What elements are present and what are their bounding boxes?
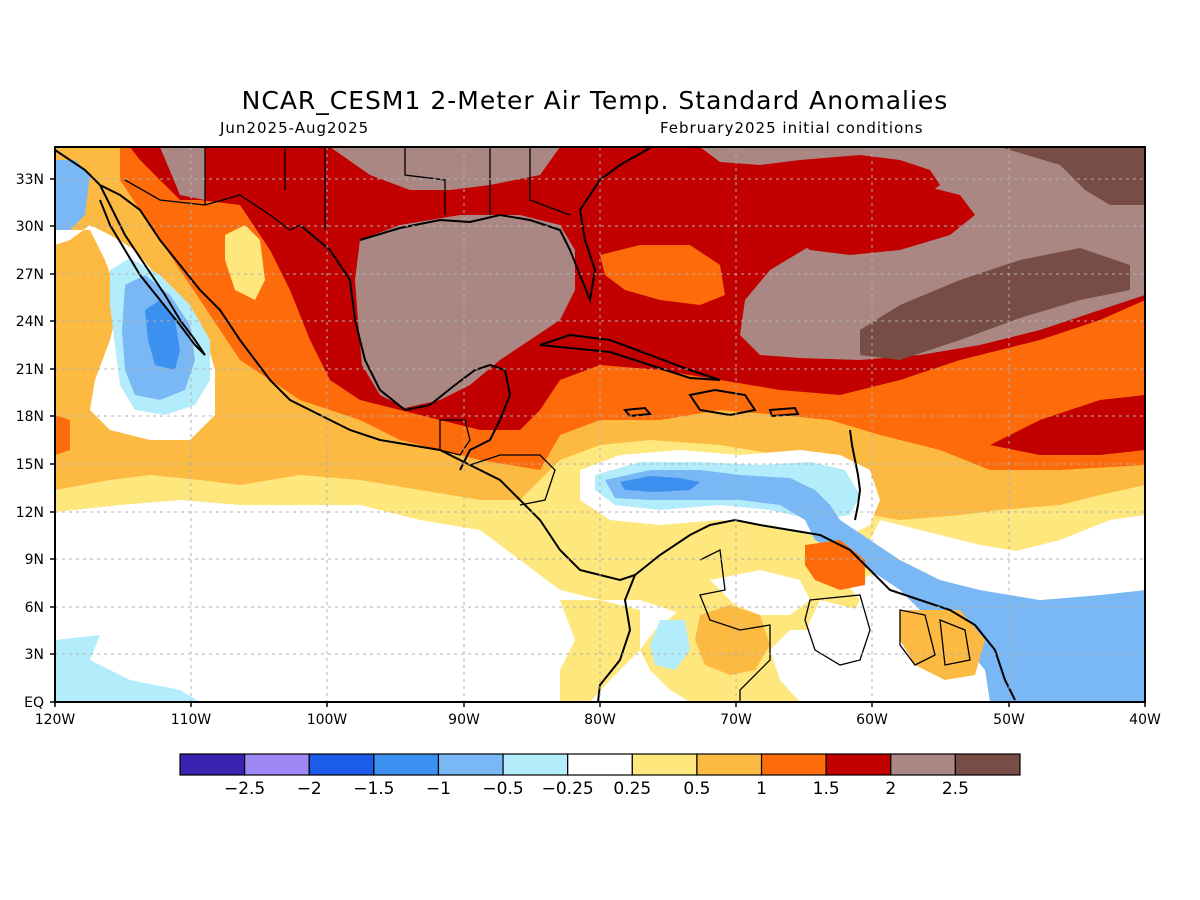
baja-coast (99, 184, 206, 356)
anomaly-region-1.5-east (990, 395, 1145, 455)
anomaly-region-neutral-eq (430, 590, 600, 702)
lat-labels: 33N 30N 27N 24N 21N 18N 15N 12N 9N 6N 3N… (16, 172, 44, 711)
lat-label: 6N (25, 600, 44, 616)
cuba (539, 333, 721, 381)
lon-label: 50W (993, 712, 1025, 728)
hispaniola (688, 388, 757, 417)
anomaly-region-neg-0.25-eq (55, 635, 200, 702)
anomaly-region-2-nw (160, 147, 205, 200)
colorbar-label: −0.25 (542, 779, 594, 799)
anomaly-region-neg-1-carib (620, 476, 700, 492)
anomaly-region-neutral-sa (710, 570, 810, 615)
lat-label: 30N (16, 219, 44, 235)
colorbar-swatch (954, 753, 1021, 776)
lon-label: 90W (448, 712, 480, 728)
colorbar-swatch (244, 753, 310, 776)
colorbar-label: −2.5 (224, 779, 265, 799)
colorbar-swatch (179, 753, 246, 776)
anomaly-region-2.5-ne (1000, 147, 1145, 205)
lat-label: 21N (16, 362, 44, 378)
puerto-rico (768, 406, 800, 418)
colorbar-swatch (825, 753, 892, 776)
colorbar-swatch (437, 753, 504, 776)
lesser-antilles (849, 429, 862, 521)
lon-labels: 120W 110W 100W 90W 80W 70W 60W 50W 40W (35, 712, 1161, 728)
colorbar-swatch (890, 753, 956, 776)
lat-label: EQ (24, 695, 44, 711)
guyana-border (899, 609, 936, 666)
south-america-coast (634, 518, 1016, 701)
lat-label: 3N (25, 647, 44, 663)
colombia-venezuela-border (699, 549, 771, 702)
tick-marks (50, 178, 1146, 707)
map-title: NCAR_CESM1 2-Meter Air Temp. Standard An… (241, 86, 949, 115)
coastlines (55, 147, 1016, 702)
belize-guatemala-border (439, 419, 471, 456)
anomaly-region-neg-0.5-pac-n (55, 160, 90, 230)
colorbar-label: −1.5 (353, 779, 394, 799)
lat-label: 33N (16, 172, 44, 188)
colorbar (179, 753, 1021, 776)
anomaly-region-1-venezuela (805, 540, 865, 590)
anomaly-region-neg-0.5-carib (605, 470, 1145, 702)
political-borders (124, 147, 971, 702)
forecast-period: Jun2025-Aug2025 (220, 119, 370, 137)
state-border-6 (529, 147, 571, 216)
anomaly-region-2.5-band (860, 248, 1130, 360)
colorbar-swatch (502, 753, 569, 776)
jamaica (623, 406, 652, 418)
honduras-nicaragua-border (469, 454, 556, 506)
colorbar-swatch (567, 753, 633, 776)
anomaly-region-neutral-se (870, 520, 1145, 600)
anomaly-field (55, 147, 1145, 702)
lon-label: 70W (720, 712, 752, 728)
anomaly-region-2-gulf (355, 215, 575, 408)
lon-label: 110W (171, 712, 212, 728)
anomaly-region-1-westedge (55, 415, 70, 455)
suriname-border (939, 618, 971, 666)
gulf-coast-west (299, 224, 512, 471)
anomaly-region-0.25-mexico (225, 225, 265, 300)
initial-conditions: February2025 initial conditions (660, 119, 924, 137)
lon-label: 100W (307, 712, 348, 728)
colorbar-labels: −2.5 −2 −1.5 −1 −0.5 −0.25 0.25 0.5 1 1.5 2 2.5 (224, 779, 969, 799)
pacific-coast (55, 149, 636, 582)
colorbar-swatch (760, 753, 827, 776)
gridlines (55, 147, 1145, 702)
us-mexico-border (124, 179, 301, 231)
colorbar-swatch (308, 753, 375, 776)
anomaly-region-1.5-atlantic (790, 185, 975, 255)
lat-label: 12N (16, 505, 44, 521)
state-border-4 (404, 147, 446, 215)
lat-label: 24N (16, 314, 44, 330)
colorbar-swatch (631, 753, 698, 776)
anomaly-region-neg-1-baja (145, 300, 180, 370)
lon-label: 80W (584, 712, 616, 728)
anomaly-region-1-florida (600, 245, 725, 305)
colorbar-label: 1 (756, 779, 767, 799)
anomaly-region-neg-0.25-colombia (650, 620, 690, 670)
lat-label: 15N (16, 457, 44, 473)
colorbar-swatch (373, 753, 440, 776)
colorbar-label: 0.5 (683, 779, 710, 799)
anomaly-region-0.5-sa (695, 605, 770, 675)
anomaly-region-2-north (330, 147, 560, 190)
lat-label: 18N (16, 409, 44, 425)
colorbar-swatch (696, 753, 763, 776)
lat-label: 9N (25, 552, 44, 568)
colorbar-label: 2.5 (942, 779, 969, 799)
lat-label: 27N (16, 267, 44, 283)
colorbar-label: 2 (885, 779, 896, 799)
colorbar-label: −1 (426, 779, 451, 799)
colorbar-label: −2 (297, 779, 322, 799)
gulf-coast-north (359, 147, 651, 304)
venezuela-brazil-border (804, 594, 871, 666)
lon-label: 60W (856, 712, 888, 728)
colorbar-label: 1.5 (813, 779, 840, 799)
colorbar-label: −0.5 (482, 779, 523, 799)
colorbar-label: 0.25 (613, 779, 651, 799)
lon-label: 40W (1129, 712, 1161, 728)
lon-label: 120W (35, 712, 76, 728)
